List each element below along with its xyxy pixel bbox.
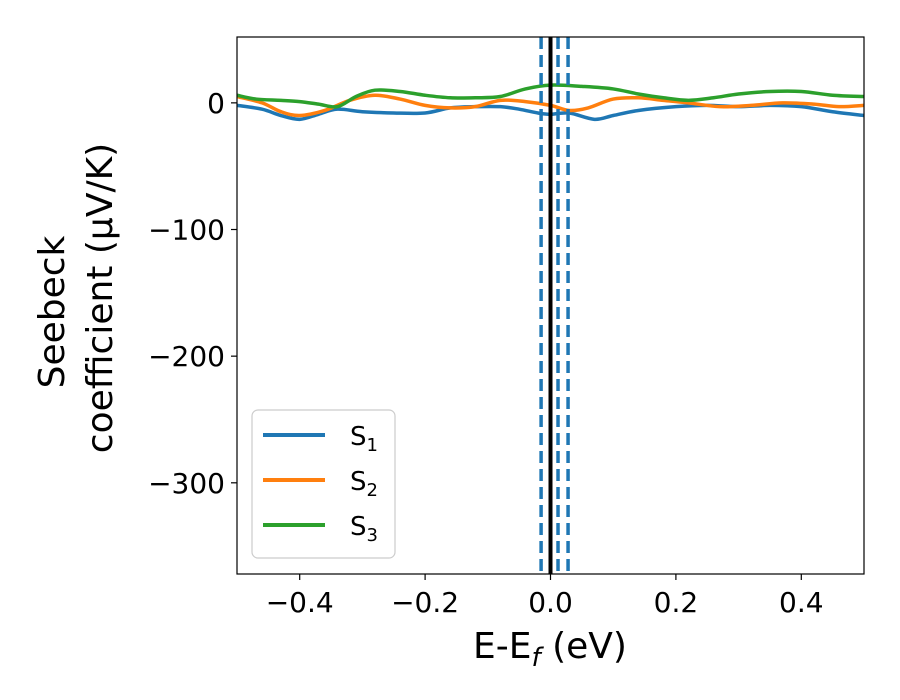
x-axis-title-main: E-E bbox=[473, 626, 531, 667]
x-tick-label: −0.4 bbox=[266, 586, 334, 619]
legend-label-2: S2 bbox=[350, 467, 378, 501]
legend: S1 S2 S3 bbox=[251, 409, 396, 559]
x-axis-title: E-Ef (eV) bbox=[473, 626, 627, 673]
legend-label-3: S3 bbox=[350, 512, 378, 546]
legend-label-1: S1 bbox=[350, 422, 378, 456]
y-tick-label: −300 bbox=[148, 467, 225, 500]
x-tick-label: −0.2 bbox=[391, 586, 459, 619]
x-tick-label: 0.4 bbox=[779, 586, 824, 619]
x-tick-label: 0.0 bbox=[528, 586, 573, 619]
series-line-3 bbox=[237, 83, 864, 109]
x-tick-label: 0.2 bbox=[654, 586, 699, 619]
series-line-2 bbox=[237, 93, 864, 118]
y-axis-title-line1: Seebeck bbox=[32, 235, 73, 388]
y-tick-label: −100 bbox=[148, 214, 225, 247]
x-axis-title-unit: (eV) bbox=[541, 626, 627, 667]
x-axis: −0.4 −0.2 0.0 0.2 0.4 bbox=[266, 574, 824, 619]
y-tick-label: 0 bbox=[207, 87, 225, 120]
y-axis-title-line2: coefficient (μV/K) bbox=[80, 143, 121, 453]
y-tick-label: −200 bbox=[148, 340, 225, 373]
series-layer bbox=[237, 83, 864, 122]
vline-layer bbox=[539, 37, 570, 574]
legend-box bbox=[251, 409, 396, 559]
y-axis: 0 −100 −200 −300 bbox=[148, 87, 237, 500]
